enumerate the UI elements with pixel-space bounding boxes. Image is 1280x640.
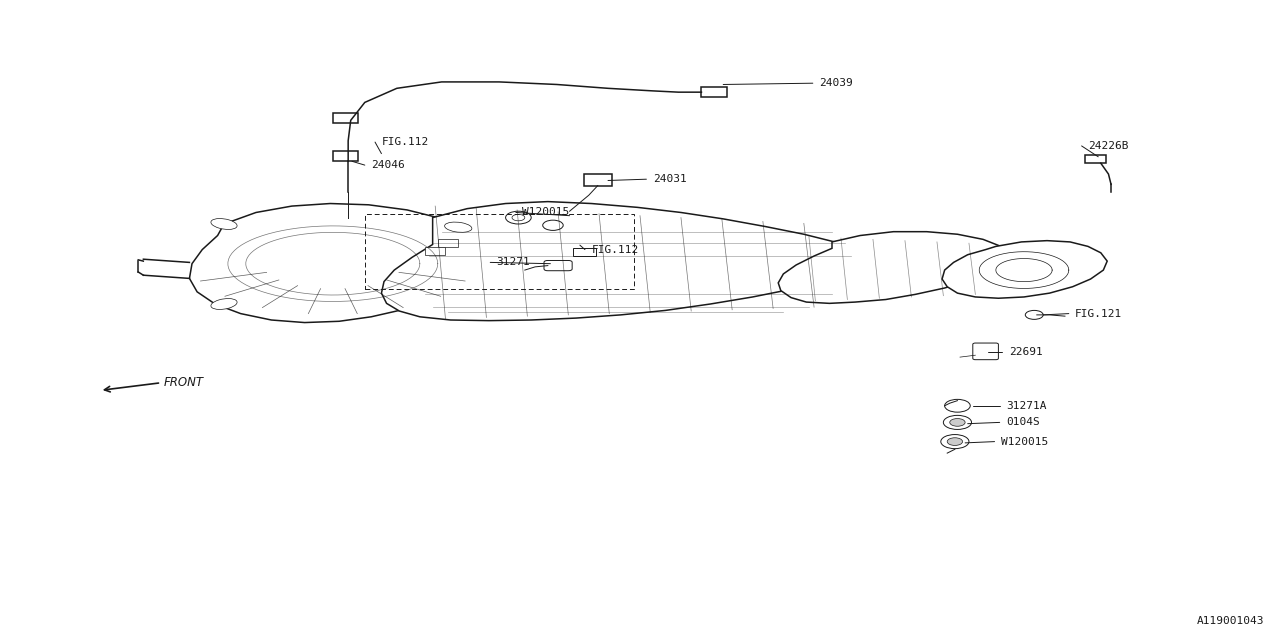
Bar	[438, 239, 458, 247]
Ellipse shape	[211, 218, 237, 230]
Circle shape	[1025, 310, 1043, 319]
FancyBboxPatch shape	[544, 260, 572, 271]
Text: FIG.112: FIG.112	[381, 137, 429, 147]
Text: 31271A: 31271A	[1006, 401, 1047, 411]
Text: FIG.112: FIG.112	[591, 244, 639, 255]
Text: 24046: 24046	[371, 160, 404, 170]
Text: FIG.121: FIG.121	[1075, 308, 1123, 319]
Text: 0104S: 0104S	[1006, 417, 1039, 428]
Bar	[333, 151, 358, 161]
Circle shape	[945, 399, 970, 412]
Bar	[701, 87, 727, 97]
FancyBboxPatch shape	[973, 343, 998, 360]
Bar	[365, 214, 634, 289]
Text: W120015: W120015	[522, 207, 570, 218]
Text: A119001043: A119001043	[1197, 616, 1265, 626]
Polygon shape	[381, 202, 864, 321]
Polygon shape	[778, 232, 1009, 303]
Circle shape	[947, 438, 963, 445]
Text: 31271: 31271	[497, 257, 530, 268]
Bar	[333, 113, 358, 123]
Circle shape	[950, 419, 965, 426]
Ellipse shape	[211, 298, 237, 310]
Polygon shape	[942, 241, 1107, 298]
Circle shape	[506, 211, 531, 224]
Circle shape	[941, 435, 969, 449]
Bar	[573, 248, 596, 256]
Text: 24039: 24039	[819, 78, 852, 88]
Circle shape	[943, 415, 972, 429]
Bar	[584, 174, 612, 186]
Bar	[1085, 155, 1106, 163]
Circle shape	[512, 214, 525, 221]
Text: 24031: 24031	[653, 174, 686, 184]
Text: W120015: W120015	[1001, 436, 1048, 447]
Bar	[425, 247, 445, 255]
Text: FRONT: FRONT	[164, 376, 204, 389]
Circle shape	[543, 220, 563, 230]
Text: 24226B: 24226B	[1088, 141, 1129, 151]
Polygon shape	[189, 204, 476, 323]
Ellipse shape	[444, 222, 472, 232]
Text: 22691: 22691	[1009, 347, 1042, 357]
